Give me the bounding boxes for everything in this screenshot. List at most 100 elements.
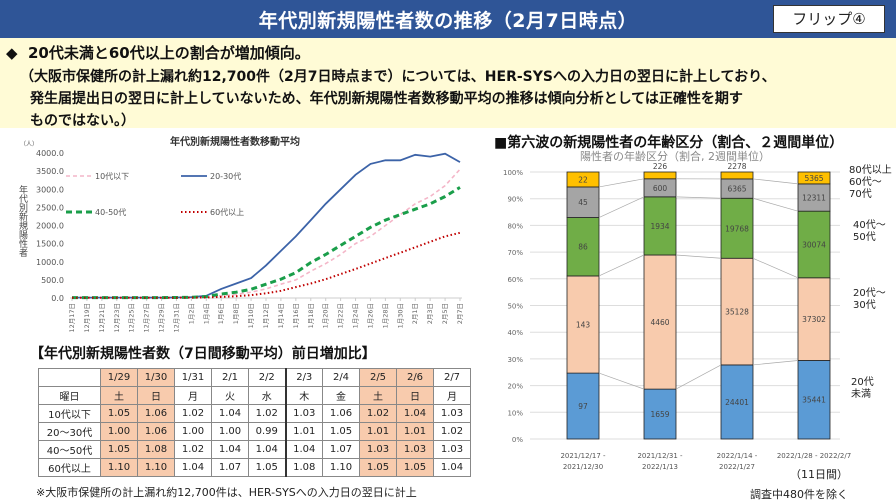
y-tick-label: 80%	[507, 222, 523, 230]
table-cell: 2/4	[322, 368, 360, 387]
table-cell: 1.05	[248, 458, 286, 477]
bar-segment-40代～50代	[797, 210, 831, 279]
table-cell: 1.02	[174, 440, 212, 459]
series-line-60代以上	[72, 231, 461, 299]
x-tick-label: 1月12日	[262, 303, 270, 328]
y-tick-label: 90%	[507, 196, 523, 204]
y-tick-label: 4000.0	[36, 149, 64, 158]
x-tick-label: 2022/1/13	[642, 463, 678, 471]
table-weekday-row: 曜日土日月火水木金土日月	[38, 386, 471, 405]
table-cell: 1.03	[359, 440, 397, 459]
summary-note: ◆ 20代未満と60代以上の割合が増加傾向。 （大阪市保健所の計上漏れ約12,7…	[0, 38, 896, 129]
table-cell: 土	[359, 386, 397, 405]
series-line-10代以下	[72, 168, 461, 299]
table-cell: 1.04	[248, 440, 286, 459]
x-tick-label: 12月29日	[158, 303, 166, 333]
bar-segment-20代～30代	[643, 254, 677, 390]
x-tick-label: 12月27日	[143, 303, 151, 333]
x-tick-label: 12月25日	[128, 303, 136, 333]
row-header	[38, 368, 101, 387]
series-connector	[598, 254, 645, 277]
flip-label: フリップ④	[773, 5, 885, 33]
x-tick-label: 2022/1/27	[719, 463, 755, 471]
table-cell: 1.00	[100, 422, 138, 441]
data-label: 6365	[727, 185, 746, 194]
table-cell: 土	[100, 386, 138, 405]
legend-label: 10代以下	[95, 171, 129, 181]
table-cell: 1.04	[284, 440, 323, 459]
table-header-row: 1/29 1/30 1/31 2/1 2/2 2/3 2/4 2/5 2/6 2/7	[38, 368, 471, 387]
table-cell: 1.04	[433, 458, 471, 477]
table-cell: 1.03	[284, 404, 323, 423]
data-label: 5365	[804, 174, 823, 183]
table-row: 20～30代 1.00 1.06 1.00 1.00 0.99 1.01 1.05 1.01 1.…	[38, 422, 471, 441]
series-connector	[752, 178, 799, 185]
data-label: 143	[576, 321, 591, 330]
x-tick-label: 1月10日	[247, 303, 255, 328]
legend-label: 80代以上	[849, 164, 892, 176]
y-tick-label: 70%	[507, 249, 523, 257]
data-label: 35128	[725, 308, 749, 317]
table-cell: 1.10	[137, 458, 175, 477]
line-chart-title: 年代別新規陽性者数移動平均	[170, 135, 300, 148]
series-connector	[675, 364, 722, 390]
table-cell: 1.04	[211, 440, 249, 459]
table-cell: 2/7	[433, 368, 471, 387]
table-cell: 1.10	[100, 458, 138, 477]
y-tick-label: 3500.0	[36, 167, 64, 176]
summary-line-4: ものではない。）	[30, 113, 135, 129]
legend-label: 未満	[851, 388, 871, 400]
table-cell: 月	[433, 386, 471, 405]
table-cell: 1.05	[359, 458, 397, 477]
x-tick-label: 2021/12/30	[563, 463, 603, 471]
bar-note-excluded: 調査中480件を除く	[750, 488, 848, 501]
table-cell: 1.10	[322, 458, 360, 477]
series-connector	[598, 196, 645, 218]
table-cell: 1.00	[211, 422, 249, 441]
x-tick-label: 2022/1/28 - 2022/2/7	[777, 452, 851, 460]
table-cell: 0.99	[248, 422, 286, 441]
x-tick-label: 1月26日	[366, 303, 374, 328]
x-tick-label: 2022/1/14 -	[717, 452, 758, 460]
line-chart: 年代別新規陽性者数移動平均 （人） 0.0 500.0 1000.0 1500.0 2000…	[17, 135, 464, 333]
data-label: 24401	[725, 398, 749, 407]
x-tick-label: 12月31日	[172, 303, 180, 333]
bar-note-days: （11日間）	[790, 468, 848, 481]
legend-label: 50代	[853, 231, 876, 243]
bar-segment-20代～30代	[566, 275, 600, 374]
y-tick-label: 0%	[512, 436, 523, 444]
table-cell: 1.04	[211, 404, 249, 423]
table-cell: 木	[284, 386, 323, 405]
bar-section-title: ■第六波の新規陽性者の年齢区分（割合、２週間単位）	[494, 135, 844, 151]
x-tick-label: 12月19日	[83, 303, 91, 333]
bar-segment-60代～70代	[643, 178, 677, 198]
bar-segment-20代～30代	[797, 277, 831, 361]
y-tick-label: 50%	[507, 303, 523, 311]
series-connector	[675, 196, 722, 199]
data-label: 12311	[802, 194, 826, 203]
bar-segment-40代～50代	[720, 197, 754, 259]
x-tick-label: 1月8日	[232, 303, 240, 324]
x-tick-label: 2月3日	[426, 303, 434, 324]
x-tick-label: 1月20日	[322, 303, 330, 328]
table-cell: 火	[211, 386, 249, 405]
table-cell: 1.01	[396, 422, 434, 441]
diamond-bullet-icon: ◆	[6, 44, 18, 62]
bar-segment-20代未満	[797, 360, 831, 440]
bar-segment-40代～50代	[643, 196, 677, 256]
x-tick-label: 1月14日	[277, 303, 285, 328]
row-header: 10代以下	[38, 404, 101, 423]
table-cell: 1.03	[433, 404, 471, 423]
table-cell: 1.05	[322, 422, 360, 441]
table-cell: 1.05	[100, 440, 138, 459]
y-axis-title: 年代別新規陽性者	[17, 184, 28, 257]
legend-label: 20代～	[853, 287, 886, 299]
table-cell: 1.00	[174, 422, 212, 441]
table-cell: 2/1	[211, 368, 249, 387]
bar-segment-20代～30代	[720, 257, 754, 366]
table-cell: 1/29	[100, 368, 138, 387]
data-label: 45	[578, 198, 588, 207]
table-cell: 1.04	[174, 458, 212, 477]
table-cell: 1.04	[396, 404, 434, 423]
data-label: 37302	[802, 315, 826, 324]
